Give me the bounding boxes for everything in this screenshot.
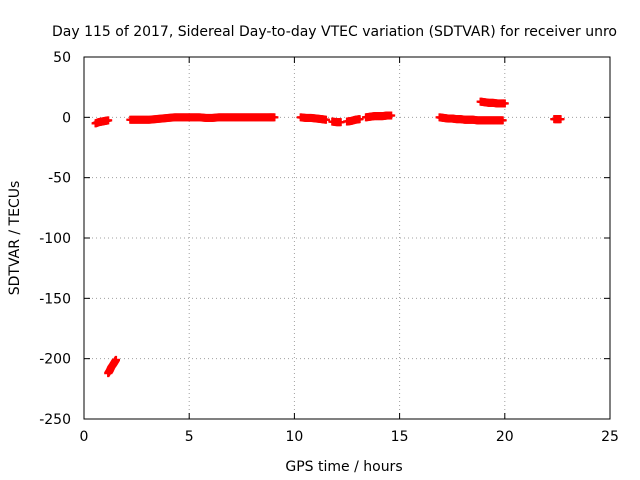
x-tick-label: 20 xyxy=(496,429,514,445)
data-point xyxy=(111,355,120,364)
data-point xyxy=(387,111,396,120)
data-point xyxy=(556,115,565,124)
x-tick-label: 0 xyxy=(80,429,89,445)
axes xyxy=(83,56,611,420)
y-tick-label: 50 xyxy=(53,50,71,66)
y-axis-label: SDTVAR / TECUs xyxy=(7,181,23,296)
y-tick-label: -100 xyxy=(39,231,71,247)
chart-title: Day 115 of 2017, Sidereal Day-to-day VTE… xyxy=(52,24,617,40)
x-tick-label: 10 xyxy=(285,429,303,445)
x-tick-label: 25 xyxy=(601,429,619,445)
data-point xyxy=(500,99,509,108)
grid xyxy=(84,57,610,419)
data-point xyxy=(104,116,113,125)
data-point xyxy=(498,116,507,125)
y-tick-label: -150 xyxy=(39,291,71,307)
x-tick-label: 5 xyxy=(185,429,194,445)
y-tick-label: -200 xyxy=(39,352,71,368)
data-point xyxy=(321,115,330,124)
y-axis-ticks: 50 0 -50 -100 -150 -200 -250 xyxy=(39,50,610,428)
x-axis-ticks: 0 5 10 15 20 25 xyxy=(80,57,619,445)
data-point xyxy=(270,113,279,122)
plot-frame xyxy=(83,56,611,420)
x-tick-label: 15 xyxy=(391,429,409,445)
y-tick-label: -250 xyxy=(39,412,71,428)
data-point xyxy=(355,115,364,124)
data-points xyxy=(91,97,565,378)
y-tick-label: 0 xyxy=(62,110,71,126)
y-tick-label: -50 xyxy=(48,171,71,187)
x-axis-label: GPS time / hours xyxy=(285,459,402,475)
